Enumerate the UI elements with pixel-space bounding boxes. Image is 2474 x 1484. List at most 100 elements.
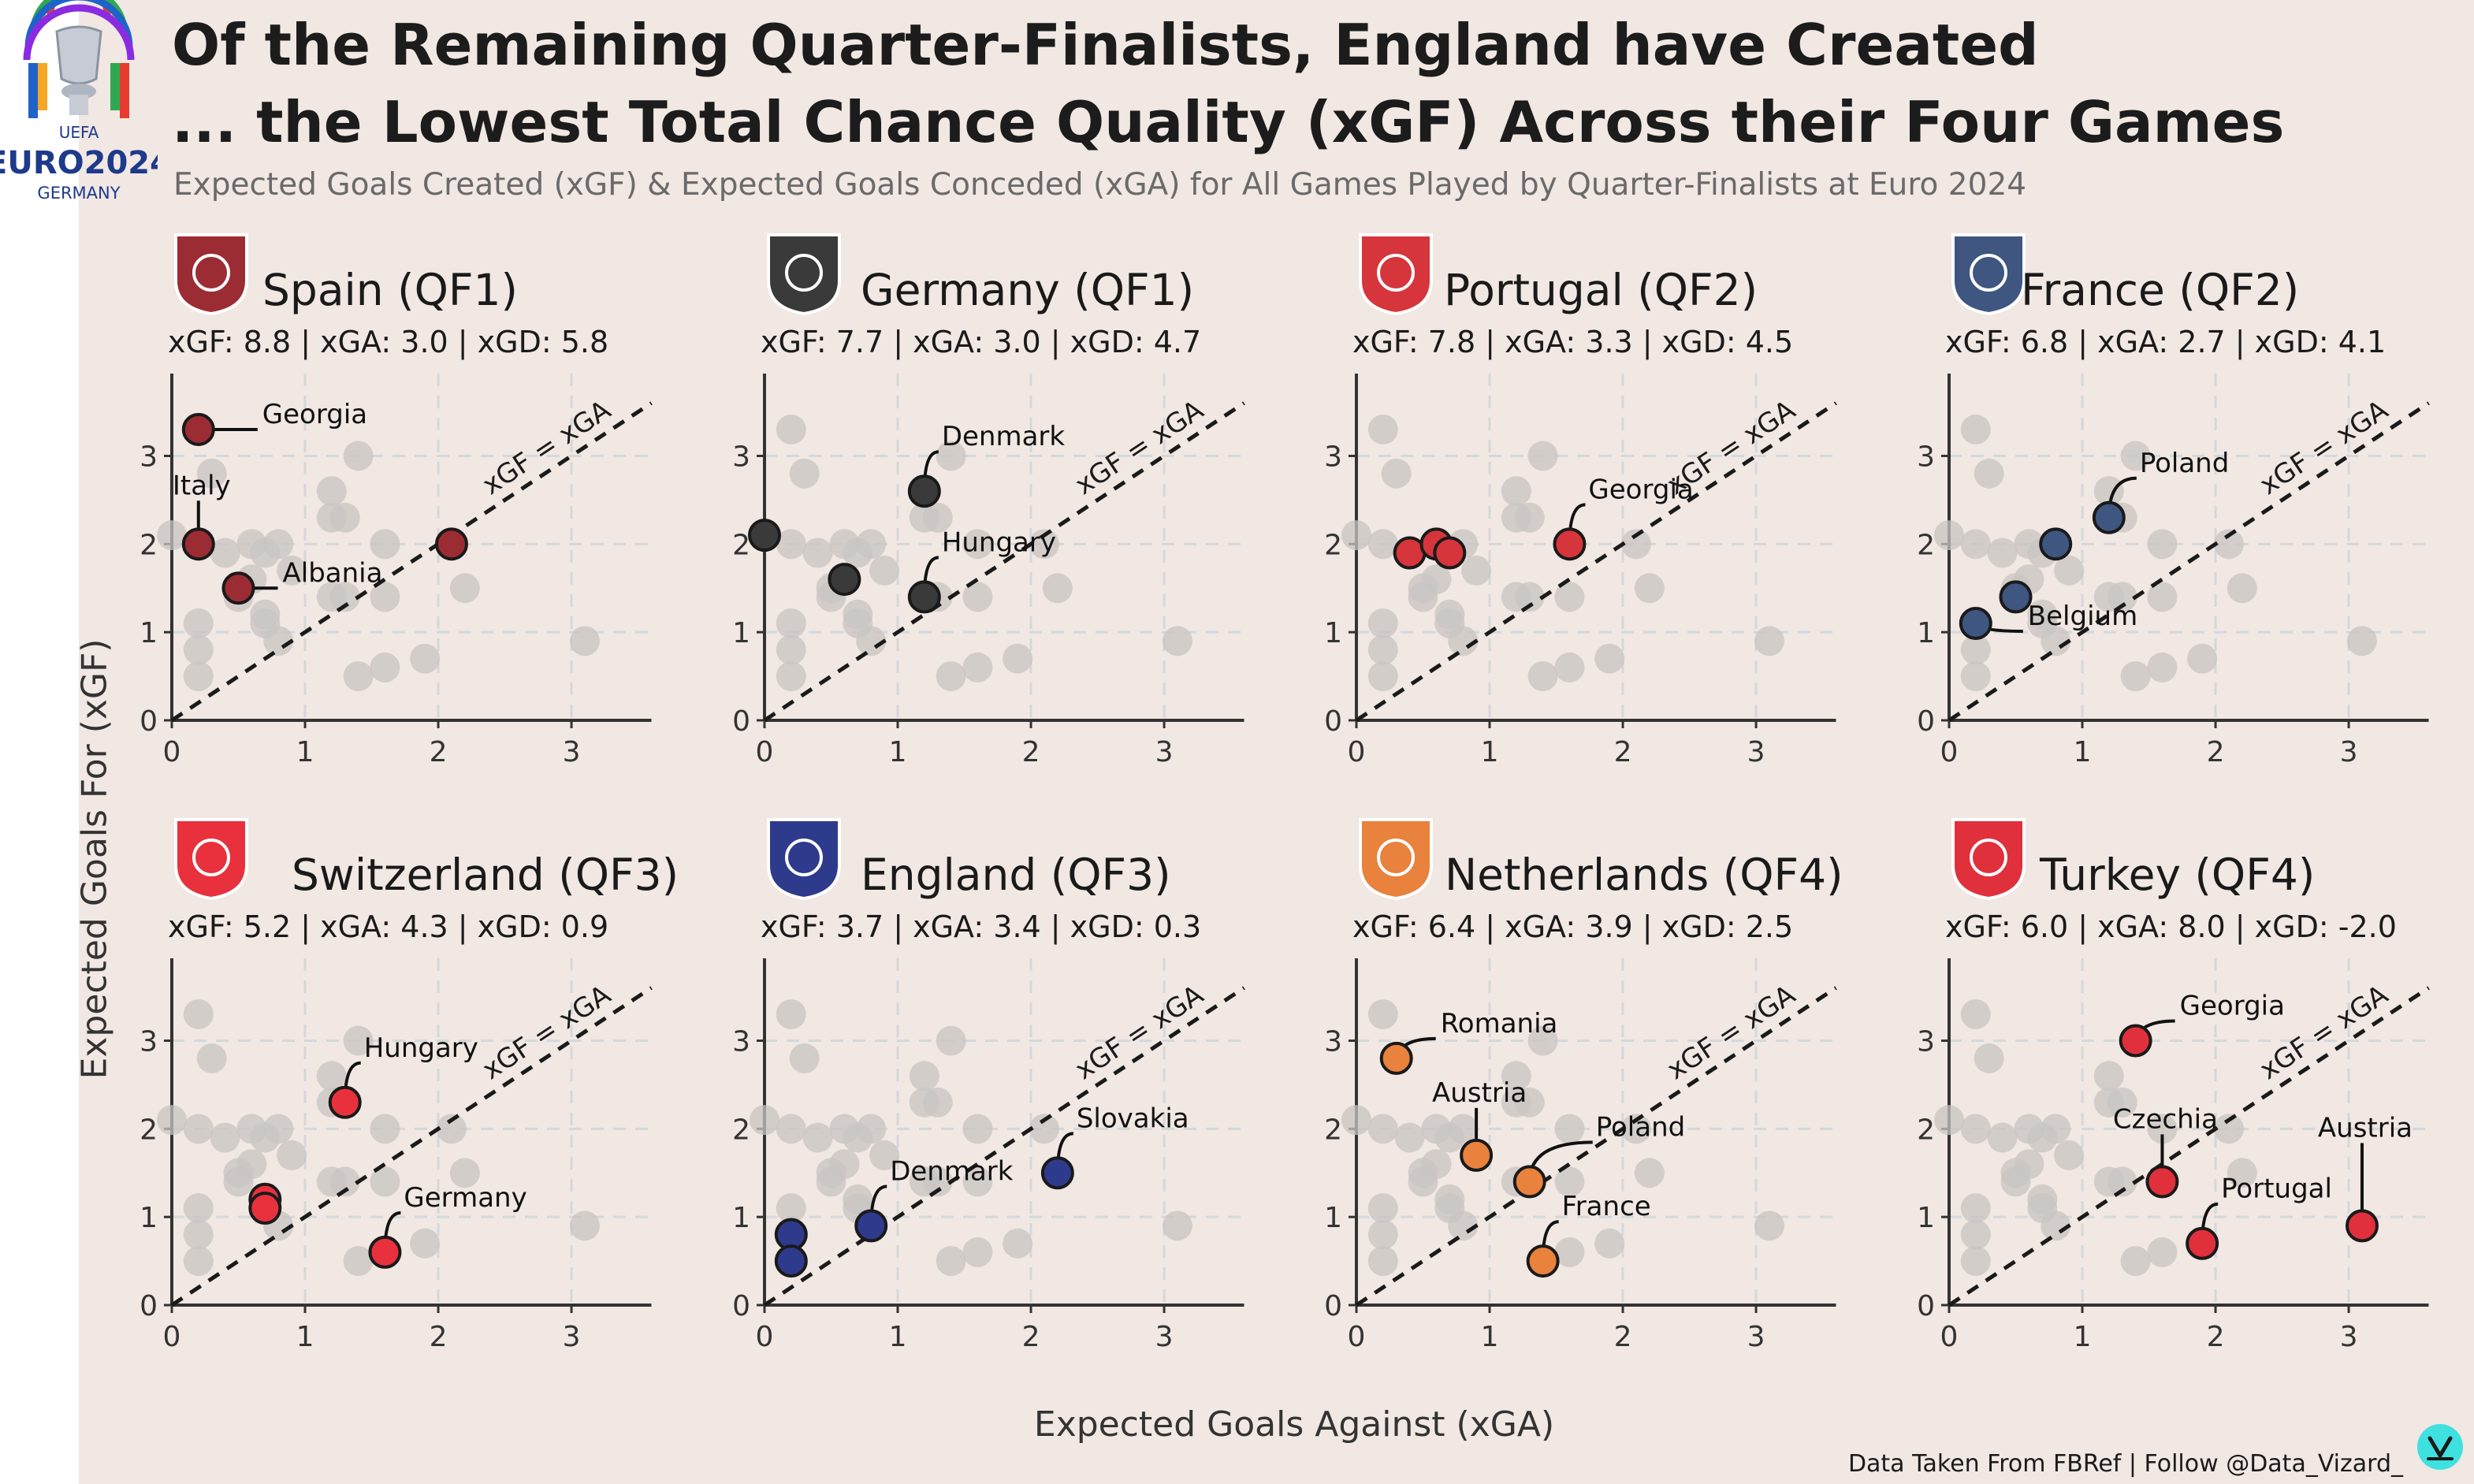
reference-line-label: xGF = xGA — [2254, 394, 2394, 501]
y-tick-label: 3 — [140, 1026, 158, 1058]
grey-point — [2213, 1114, 2244, 1144]
grey-point — [2147, 652, 2178, 682]
grey-point — [343, 1246, 374, 1277]
grey-point — [936, 441, 966, 471]
grey-point — [1634, 1158, 1665, 1188]
euro-2024-logo: UEFA EURO2024 GERMANY — [0, 0, 172, 213]
grey-point — [1620, 529, 1651, 560]
point-label: France — [1562, 1191, 1651, 1222]
grey-point — [183, 1192, 214, 1223]
grey-point — [802, 537, 833, 568]
y-tick-label: 2 — [732, 529, 750, 561]
team-point — [2092, 500, 2126, 534]
grey-point — [1003, 643, 1033, 674]
grey-point — [1514, 582, 1545, 612]
grey-point — [569, 1211, 600, 1241]
grey-point — [2041, 1211, 2071, 1241]
x-tick-label: 1 — [2074, 736, 2092, 768]
grey-point — [869, 1140, 900, 1170]
y-tick-label: 2 — [1917, 1114, 1935, 1146]
point-label: Hungary — [942, 526, 1056, 558]
grey-point — [157, 520, 187, 551]
grey-point — [1987, 537, 2018, 568]
point-label: Slovakia — [1077, 1103, 1189, 1134]
point-label: Austria — [2318, 1112, 2413, 1144]
xgf-equals-xga-line — [1355, 401, 1837, 723]
grey-point — [1554, 582, 1585, 612]
y-tick-label: 2 — [1917, 529, 1935, 561]
x-tick-label: 0 — [1940, 736, 1959, 768]
y-tick-label: 1 — [1324, 617, 1342, 649]
grey-point — [1381, 458, 1412, 489]
y-tick-label: 0 — [1324, 1290, 1342, 1322]
grey-point — [316, 1061, 347, 1092]
x-tick-label: 2 — [1614, 1321, 1632, 1353]
grey-point — [370, 1114, 400, 1144]
grey-point — [1042, 573, 1073, 604]
x-tick-label: 2 — [1022, 736, 1040, 768]
grey-point — [277, 1140, 307, 1170]
chart-title-line-1: Of the Remaining Quarter-Finalists, Engl… — [172, 12, 2039, 78]
team-point — [1040, 1156, 1074, 1190]
y-tick-label: 2 — [1324, 1114, 1342, 1146]
x-tick-label: 3 — [1747, 1321, 1765, 1353]
grey-point — [2346, 626, 2377, 656]
team-point — [328, 1085, 362, 1119]
point-label: Denmark — [942, 421, 1066, 452]
grey-point — [183, 634, 214, 665]
grey-point — [2147, 582, 2178, 612]
grey-point — [263, 1114, 294, 1144]
grey-point — [2120, 661, 2151, 692]
facet-stats: xGF: 5.2 | xGA: 4.3 | xGD: 0.9 — [168, 909, 609, 944]
x-tick-label: 2 — [430, 736, 448, 768]
grey-point — [962, 1237, 993, 1267]
grey-point — [1408, 582, 1438, 612]
facet-stats: xGF: 7.7 | xGA: 3.0 | xGD: 4.7 — [761, 325, 1202, 359]
point-label: Austria — [1432, 1077, 1527, 1109]
grey-point — [263, 529, 294, 560]
facet-germany: Germany (QF1) xGF: 7.7 | xGA: 3.0 | xGD: … — [732, 218, 1344, 793]
data-vizard-icon — [2417, 1424, 2463, 1470]
facet-stats: xGF: 8.8 | xGA: 3.0 | xGD: 5.8 — [168, 325, 609, 359]
grey-point — [1527, 441, 1558, 471]
grey-point — [922, 1166, 953, 1197]
grey-point — [1408, 1166, 1438, 1197]
grey-point — [1960, 1114, 1991, 1144]
grey-point — [1029, 529, 1059, 560]
grey-point — [1754, 626, 1784, 656]
grey-point — [789, 458, 820, 489]
x-tick-label: 1 — [2074, 1321, 2092, 1353]
grey-point — [856, 1114, 887, 1144]
grey-point — [2093, 1061, 2124, 1092]
x-axis-title: Expected Goals Against (xGA) — [1033, 1404, 1555, 1445]
y-tick-label: 0 — [140, 705, 158, 738]
facet-title: Switzerland (QF3) — [292, 850, 679, 900]
grey-point — [776, 999, 806, 1029]
grey-point — [1029, 1114, 1059, 1144]
grey-point — [316, 476, 347, 507]
y-tick-label: 0 — [732, 1290, 750, 1322]
x-tick-label: 1 — [1481, 736, 1499, 768]
france-crest-icon — [1945, 218, 2032, 316]
x-tick-label: 1 — [296, 1321, 314, 1353]
grey-point — [1594, 1228, 1625, 1259]
grey-point — [1367, 1114, 1398, 1144]
y-tick-label: 1 — [1324, 1202, 1342, 1234]
x-tick-label: 3 — [563, 736, 581, 768]
grey-point — [1367, 414, 1398, 444]
x-tick-label: 3 — [2340, 1321, 2358, 1353]
point-label: Portugal — [2221, 1173, 2332, 1205]
portugal-crest-icon — [1352, 218, 1439, 316]
y-tick-label: 3 — [1917, 441, 1935, 474]
grey-point — [2107, 582, 2137, 612]
grey-point — [962, 1114, 993, 1144]
point-label: Czechia — [2113, 1103, 2218, 1135]
grey-point — [329, 502, 360, 533]
grey-point — [210, 1122, 240, 1153]
grey-point — [1960, 1192, 1991, 1223]
grey-point — [2107, 1166, 2137, 1197]
grey-point — [2041, 626, 2071, 656]
grey-point — [2120, 1246, 2151, 1277]
